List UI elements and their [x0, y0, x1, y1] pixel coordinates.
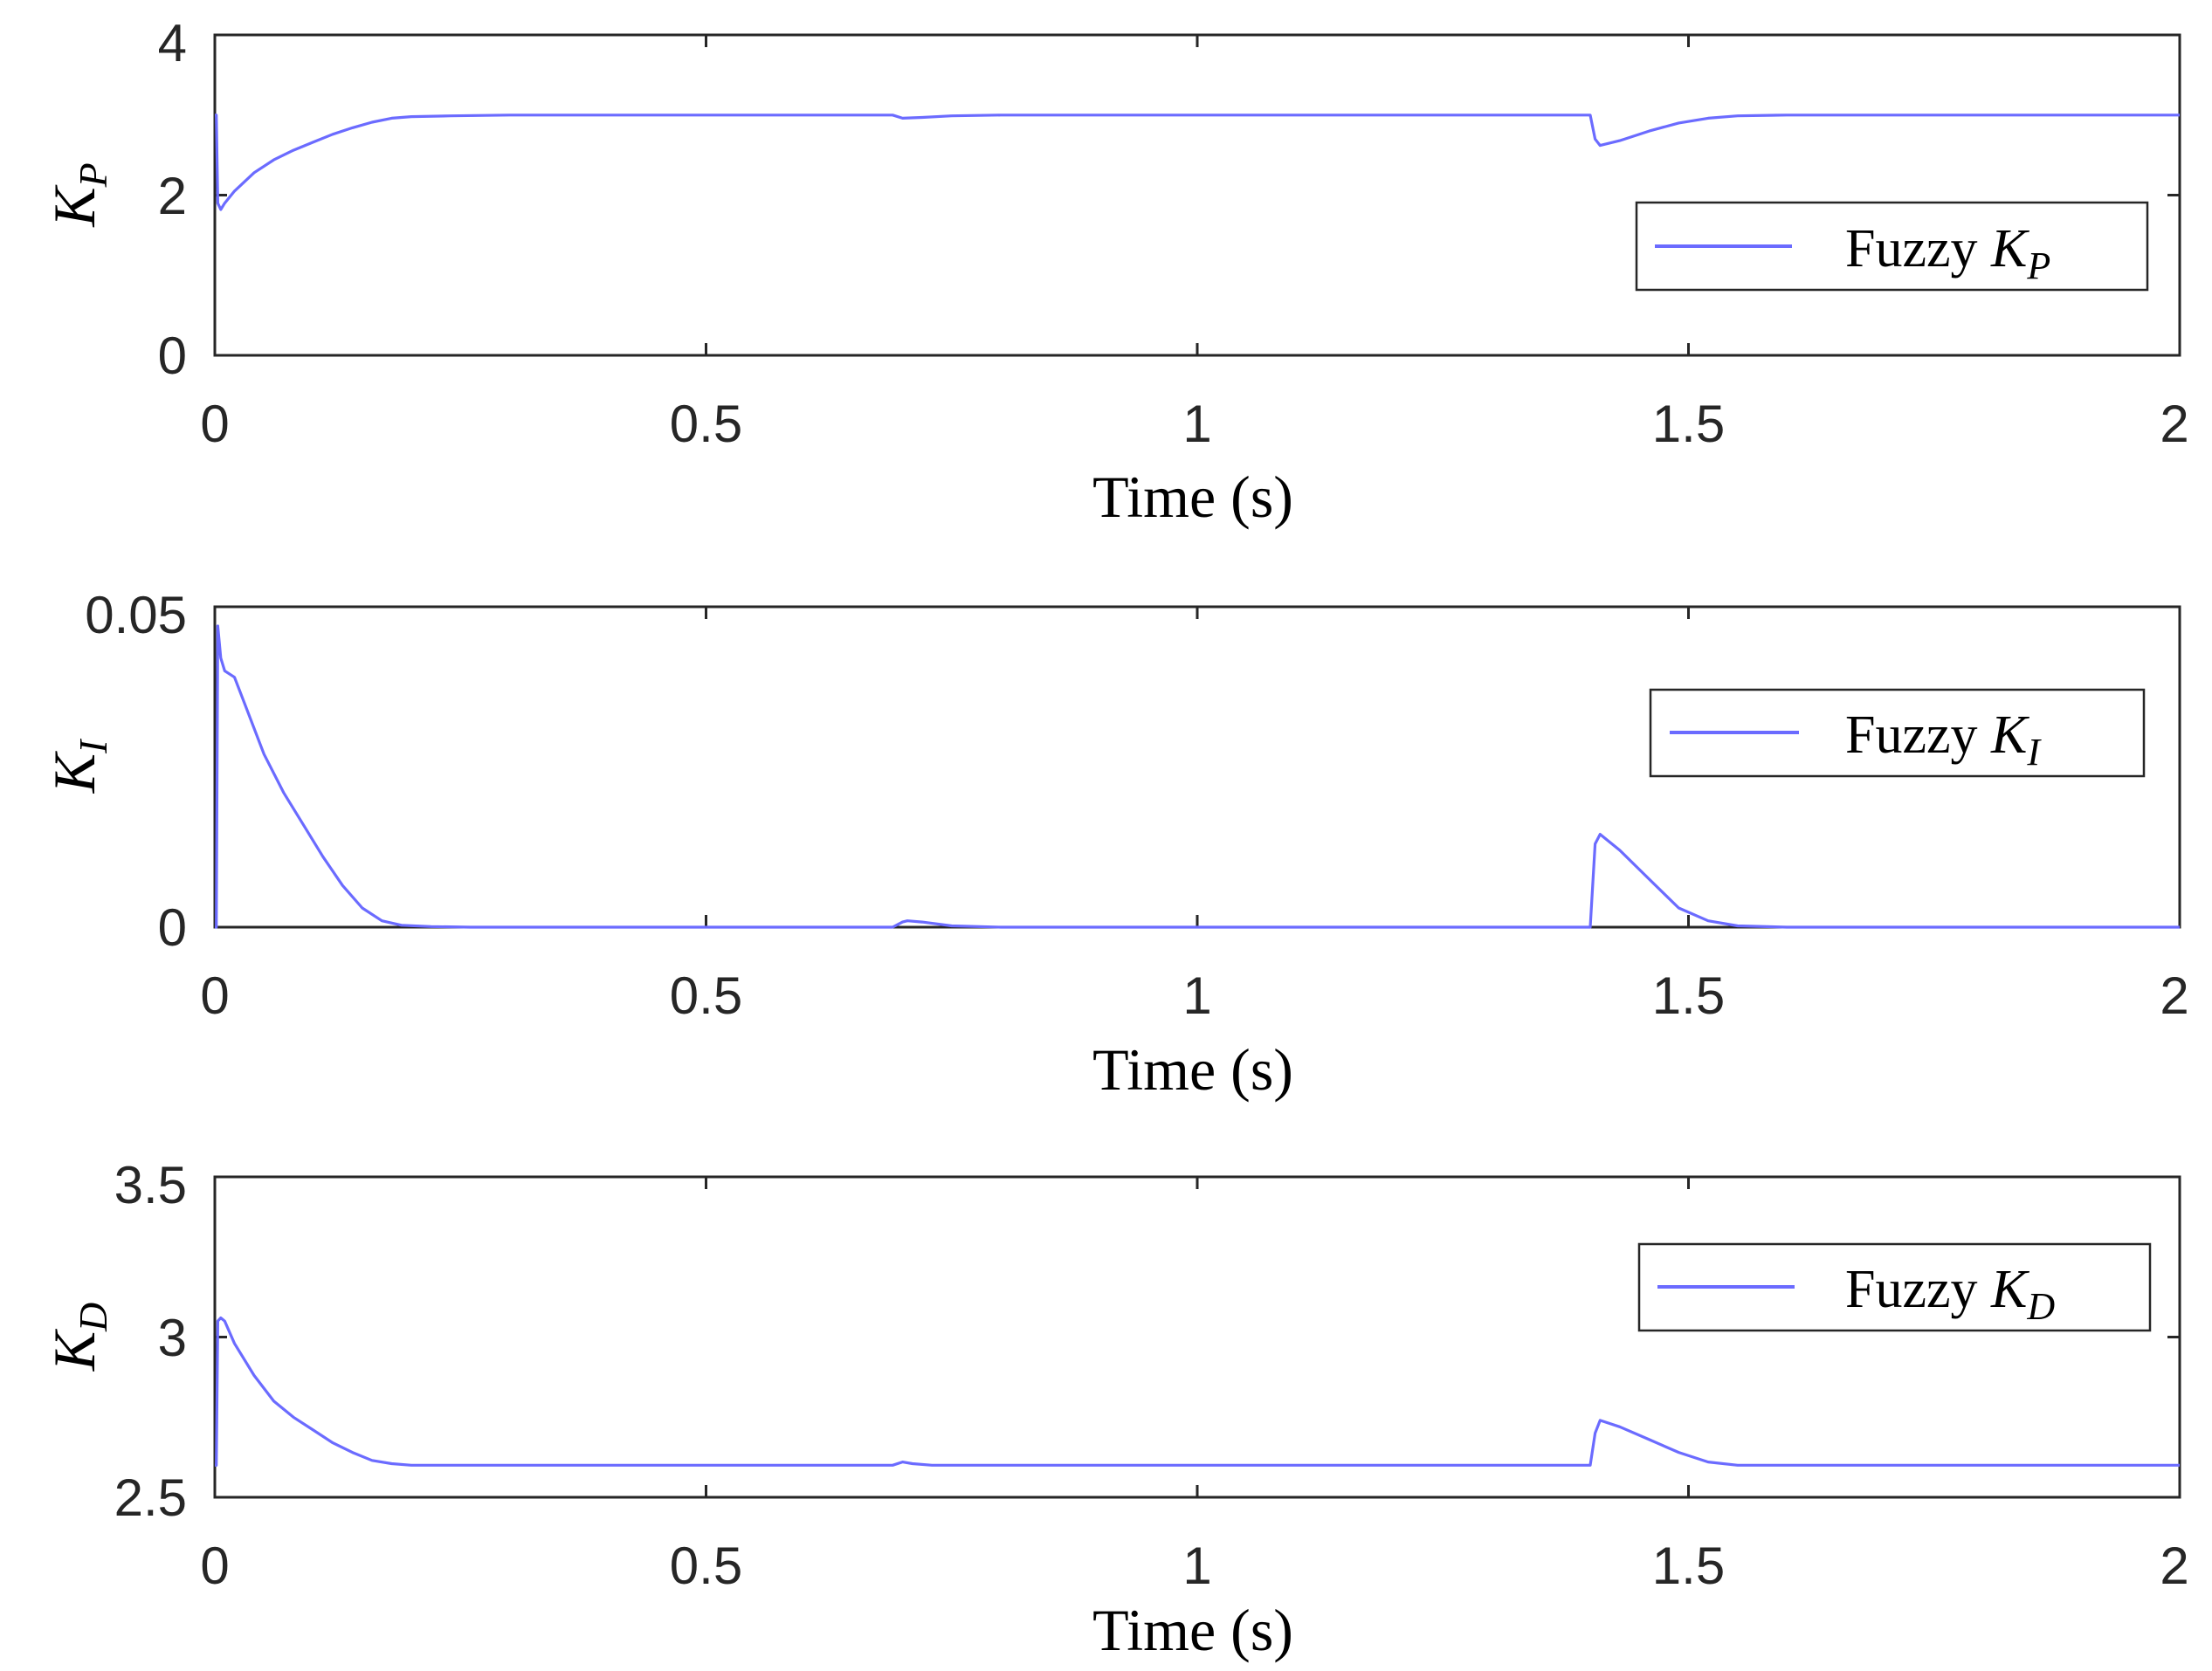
- kd-y-tick-labels: 2.5 3 3.5: [114, 1156, 187, 1527]
- kp-panel: 0 0.5 1 1.5 2 0 2 4 Time (s) KP Fuzzy KP: [41, 14, 2189, 530]
- kp-legend: Fuzzy KP: [1635, 201, 2149, 292]
- ki-legend-sub: I: [2026, 731, 2042, 774]
- kp-x-tick-labels: 0 0.5 1 1.5 2: [200, 395, 2188, 453]
- ki-y-tick-label: 0.05: [85, 586, 187, 644]
- kd-legend-space: [1978, 1260, 1992, 1319]
- kd-y-axis-label: KD: [41, 1303, 115, 1372]
- kd-plot-area: [213, 1175, 2181, 1499]
- kd-x-tick-labels: 0 0.5 1 1.5 2: [200, 1537, 2188, 1595]
- kp-y-axis-sub: P: [71, 162, 115, 188]
- kp-y-axis-label: KP: [41, 162, 115, 227]
- kd-x-axis-label: Time (s): [1092, 1597, 1293, 1663]
- kp-x-tick-label: 0: [200, 395, 229, 453]
- kp-legend-label: Fuzzy KP: [1845, 219, 2050, 287]
- ki-x-axis-label: Time (s): [1092, 1036, 1293, 1103]
- ki-x-tick-label: 1.5: [1652, 966, 1725, 1025]
- kd-x-tick-label: 1.5: [1652, 1537, 1725, 1595]
- ki-x-tick-label: 0.5: [670, 966, 742, 1025]
- ki-y-axis-label: KI: [41, 738, 115, 794]
- kd-series-line: [215, 1316, 2180, 1467]
- kd-y-tick-label: 3: [158, 1309, 187, 1367]
- kd-legend-var: K: [1990, 1260, 2030, 1319]
- kp-legend-space: [1978, 219, 1992, 278]
- kd-y-tick-label: 2.5: [114, 1468, 187, 1527]
- kp-x-tick-label: 1: [1182, 395, 1211, 453]
- kp-plot-area: [213, 33, 2181, 357]
- kp-y-tick-label: 0: [158, 327, 187, 385]
- ki-legend-word: Fuzzy: [1845, 705, 1978, 765]
- ki-x-tick-label: 0: [200, 966, 229, 1025]
- kd-legend-label: Fuzzy KD: [1845, 1260, 2055, 1328]
- kp-y-tick-labels: 0 2 4: [158, 14, 187, 385]
- kp-y-axis-var: K: [41, 184, 107, 228]
- ki-y-tick-label: 0: [158, 898, 187, 957]
- kp-series-line: [215, 113, 2180, 211]
- kp-ticks: [213, 33, 2181, 357]
- ki-y-axis-sub: I: [71, 738, 115, 754]
- kd-x-tick-label: 0.5: [670, 1537, 742, 1595]
- kp-x-axis-label: Time (s): [1092, 464, 1293, 530]
- kd-y-axis-sub: D: [71, 1303, 115, 1332]
- ki-y-axis-var: K: [41, 750, 107, 794]
- kd-panel: 0 0.5 1 1.5 2 2.5 3 3.5 Time (s) KD Fuzz…: [41, 1156, 2189, 1663]
- ki-legend-space: [1978, 705, 1992, 765]
- ki-x-tick-labels: 0 0.5 1 1.5 2: [200, 966, 2188, 1025]
- kd-x-tick-label: 0: [200, 1537, 229, 1595]
- kd-x-tick-label: 2: [2160, 1537, 2188, 1595]
- ki-panel: 0 0.5 1 1.5 2 0 0.05 Time (s) KI Fuzzy K…: [41, 586, 2189, 1103]
- kp-y-tick-label: 4: [158, 14, 187, 72]
- kd-legend-sub: D: [2026, 1285, 2055, 1328]
- kp-legend-word: Fuzzy: [1845, 219, 1978, 278]
- ki-legend-var: K: [1990, 705, 2030, 765]
- kd-x-tick-label: 1: [1182, 1537, 1211, 1595]
- kp-y-tick-label: 2: [158, 167, 187, 225]
- ki-legend-label: Fuzzy KI: [1845, 705, 2042, 774]
- ki-x-tick-label: 2: [2160, 966, 2188, 1025]
- ki-x-tick-label: 1: [1182, 966, 1211, 1025]
- kd-legend: Fuzzy KD: [1637, 1242, 2152, 1332]
- ki-series-line: [215, 624, 2180, 929]
- kp-legend-var: K: [1990, 219, 2030, 278]
- kp-legend-sub: P: [2026, 244, 2050, 287]
- kd-legend-word: Fuzzy: [1845, 1260, 1978, 1319]
- ki-legend: Fuzzy KI: [1649, 688, 2146, 778]
- kp-x-tick-label: 2: [2160, 395, 2188, 453]
- kd-y-tick-label: 3.5: [114, 1156, 187, 1214]
- ki-y-tick-labels: 0 0.05: [85, 586, 187, 957]
- kd-y-axis-var: K: [41, 1328, 107, 1372]
- kp-x-tick-label: 0.5: [670, 395, 742, 453]
- kp-x-tick-label: 1.5: [1652, 395, 1725, 453]
- kd-ticks: [213, 1175, 2181, 1499]
